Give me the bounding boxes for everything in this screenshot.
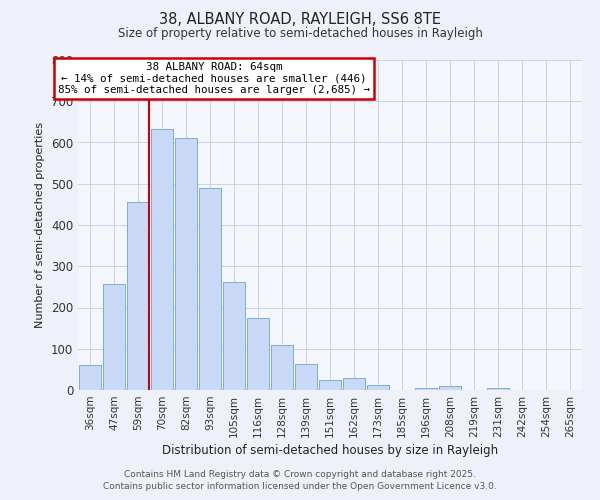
- Bar: [199, 188, 221, 390]
- Bar: [343, 378, 365, 390]
- Text: Contains public sector information licensed under the Open Government Licence v3: Contains public sector information licen…: [103, 482, 497, 491]
- Bar: [295, 364, 317, 390]
- Bar: [415, 388, 437, 390]
- Bar: [79, 365, 101, 390]
- Bar: [319, 380, 341, 390]
- Text: 38 ALBANY ROAD: 64sqm
← 14% of semi-detached houses are smaller (446)
85% of sem: 38 ALBANY ROAD: 64sqm ← 14% of semi-deta…: [58, 62, 370, 95]
- Bar: [175, 138, 197, 390]
- Text: Size of property relative to semi-detached houses in Rayleigh: Size of property relative to semi-detach…: [118, 28, 482, 40]
- Y-axis label: Number of semi-detached properties: Number of semi-detached properties: [35, 122, 46, 328]
- Bar: [271, 344, 293, 390]
- Bar: [127, 202, 149, 390]
- Bar: [103, 284, 125, 390]
- Bar: [487, 388, 509, 390]
- Bar: [223, 282, 245, 390]
- X-axis label: Distribution of semi-detached houses by size in Rayleigh: Distribution of semi-detached houses by …: [162, 444, 498, 457]
- Bar: [439, 386, 461, 390]
- Bar: [151, 130, 173, 390]
- Text: 38, ALBANY ROAD, RAYLEIGH, SS6 8TE: 38, ALBANY ROAD, RAYLEIGH, SS6 8TE: [159, 12, 441, 28]
- Bar: [367, 384, 389, 390]
- Bar: [247, 318, 269, 390]
- Text: Contains HM Land Registry data © Crown copyright and database right 2025.: Contains HM Land Registry data © Crown c…: [124, 470, 476, 479]
